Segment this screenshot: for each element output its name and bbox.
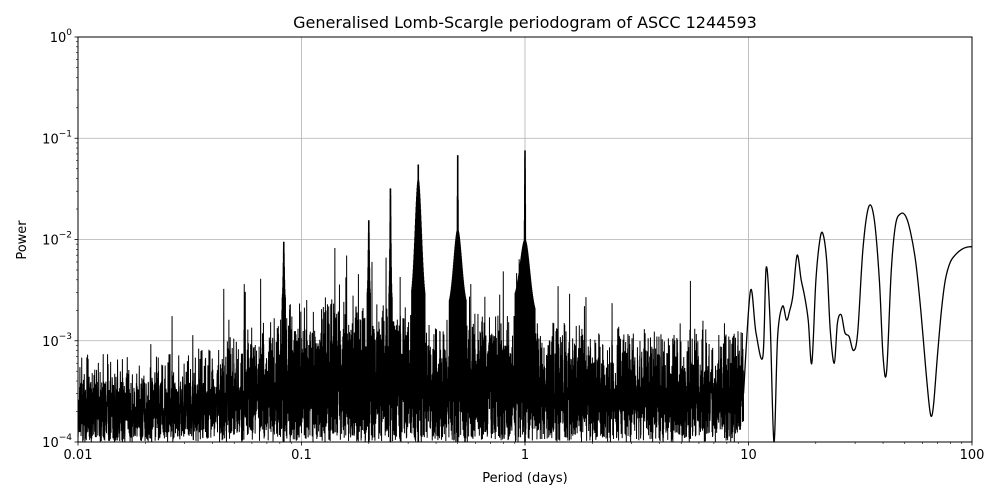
y-tick-label: 10−2 bbox=[42, 231, 72, 249]
periodogram-long-period-line bbox=[742, 204, 972, 442]
x-tick-label: 0.1 bbox=[291, 448, 312, 463]
periodogram-noise-line bbox=[78, 150, 745, 442]
y-tick-label: 100 bbox=[50, 28, 73, 46]
x-axis-label: Period (days) bbox=[482, 471, 568, 486]
y-tick-label: 10−1 bbox=[42, 129, 72, 147]
chart-title: Generalised Lomb-Scargle periodogram of … bbox=[293, 13, 757, 32]
periodogram-peak-spikes bbox=[282, 150, 526, 442]
x-tick-label: 1 bbox=[521, 448, 529, 463]
y-tick-label: 10−4 bbox=[42, 433, 72, 451]
x-tick-label: 0.01 bbox=[64, 448, 93, 463]
y-axis-label: Power bbox=[15, 220, 30, 260]
x-tick-label: 10 bbox=[740, 448, 757, 463]
data-series bbox=[78, 150, 972, 442]
periodogram-line-group bbox=[78, 150, 972, 442]
x-tick-label: 100 bbox=[960, 448, 985, 463]
grid bbox=[78, 37, 972, 442]
ticks: 0.01 0.1 1 10 100 10−4 10−3 10−2 10−1 100 bbox=[42, 28, 984, 463]
y-tick-label: 10−3 bbox=[42, 332, 72, 350]
